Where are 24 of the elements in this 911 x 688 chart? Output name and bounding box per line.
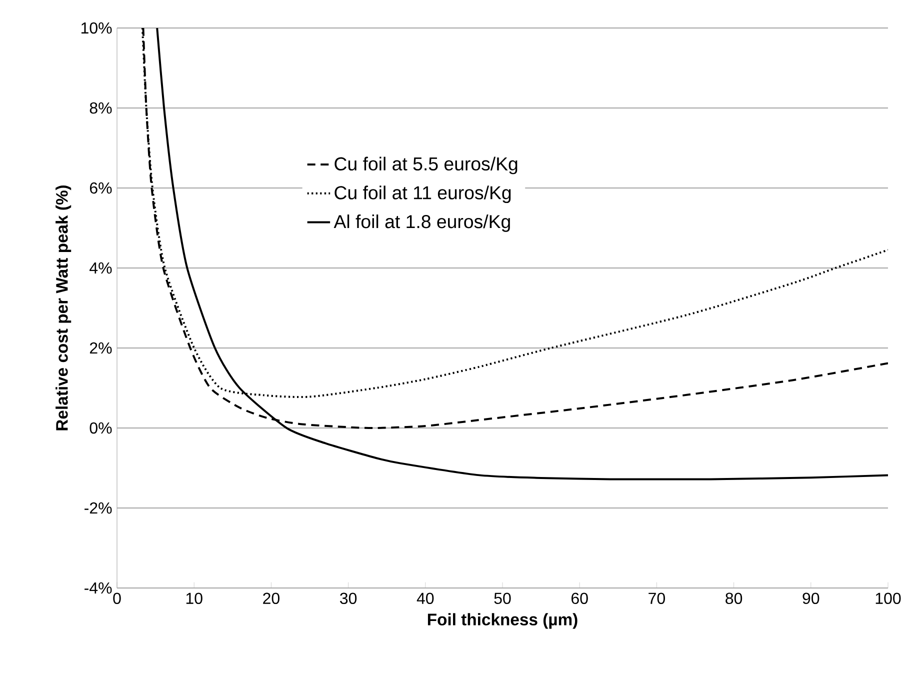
y-axis-title: Relative cost per Watt peak (%) — [56, 186, 72, 430]
legend-label: Cu foil at 11 euros/Kg — [334, 186, 511, 204]
x-tick-label: 20 — [263, 592, 280, 604]
legend-label: Al foil at 1.8 euros/Kg — [334, 214, 510, 232]
y-tick-label: 4% — [90, 262, 112, 274]
x-tick-label: 90 — [802, 592, 820, 604]
x-axis-title: Foil thickness (µm) — [428, 613, 578, 629]
x-tick-label: 40 — [416, 592, 434, 604]
x-tick-label: 0 — [113, 592, 121, 604]
x-tick-label: 10 — [186, 592, 202, 604]
x-tick-label: 70 — [648, 592, 665, 604]
y-tick-label: 2% — [90, 342, 112, 354]
x-tick-label: 50 — [494, 592, 511, 604]
y-tick-label: 10% — [81, 22, 112, 34]
x-tick-label: 60 — [572, 592, 588, 604]
y-tick-label: 8% — [90, 102, 112, 114]
y-tick-label: -4% — [84, 582, 112, 594]
y-tick-label: 6% — [90, 182, 112, 194]
x-tick-label: 30 — [340, 592, 357, 604]
x-tick-label: 80 — [726, 592, 742, 604]
y-tick-label: 0% — [90, 422, 112, 434]
legend-label: Cu foil at 5.5 euros/Kg — [334, 156, 518, 174]
x-tick-label: 100 — [876, 592, 901, 604]
y-tick-label: -2% — [84, 502, 112, 514]
